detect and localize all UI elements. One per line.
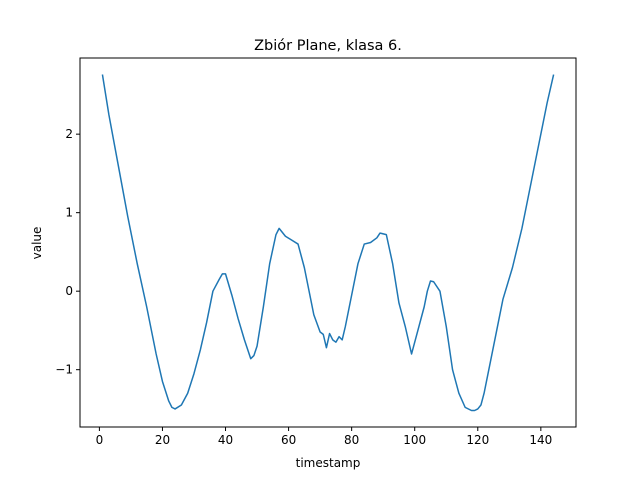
plot-area: 0 20 40 60 80 100 120 140 −1 0 1 2 (55, 57, 577, 447)
x-tick-label: 140 (529, 433, 552, 447)
y-tick-label: 1 (65, 206, 73, 220)
x-tick-label: 120 (466, 433, 489, 447)
x-axis-label: timestamp (296, 456, 361, 470)
y-axis: −1 0 1 2 (55, 127, 80, 377)
x-axis: 0 20 40 60 80 100 120 140 (96, 427, 552, 447)
y-tick-label: 0 (65, 284, 73, 298)
x-tick-label: 20 (155, 433, 170, 447)
x-tick-label: 80 (344, 433, 359, 447)
chart-title: Zbiór Plane, klasa 6. (254, 38, 402, 54)
x-tick-label: 0 (96, 433, 104, 447)
series-line (101, 74, 555, 412)
x-tick-label: 40 (218, 433, 233, 447)
y-tick-label: 2 (65, 127, 73, 141)
x-tick-label: 60 (281, 433, 296, 447)
y-tick-label: −1 (55, 363, 73, 377)
axes-frame (79, 57, 577, 428)
x-tick-label: 100 (403, 433, 426, 447)
y-axis-label: value (30, 227, 44, 260)
